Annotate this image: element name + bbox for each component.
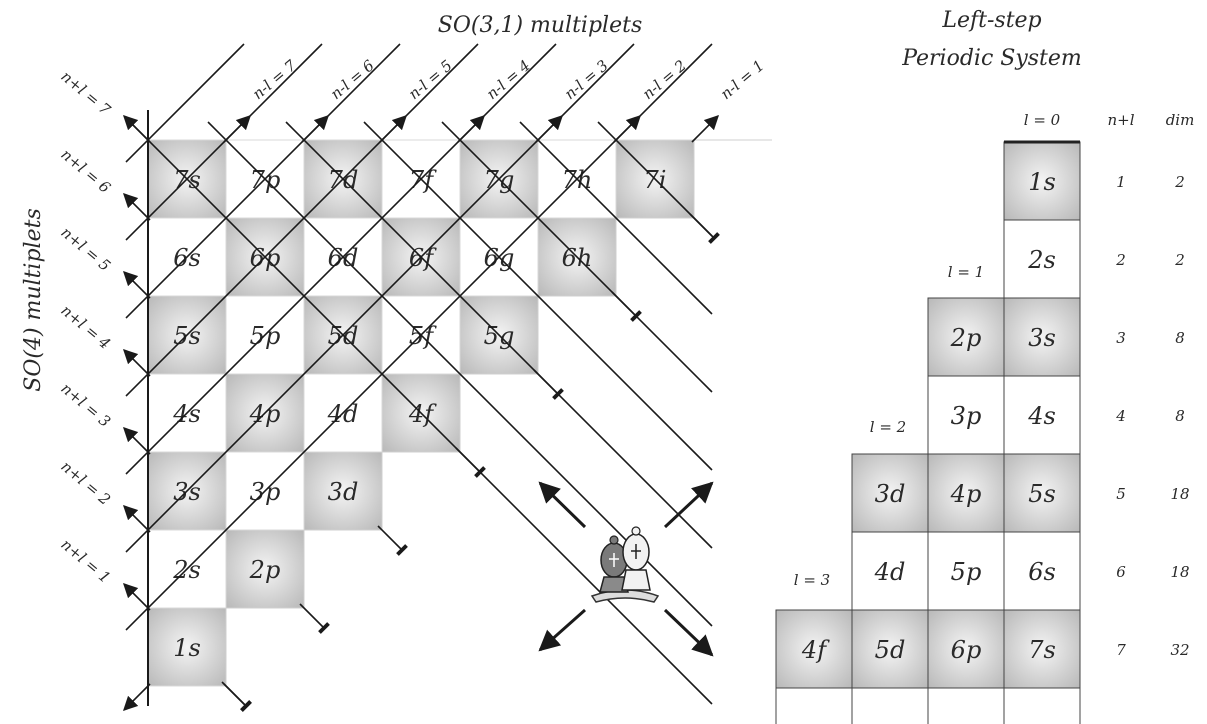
so4-grid: 7s7p7d7f7g7h7i6s6p6d6f6g6h5s5p5d5f5g4s4p…: [147, 139, 772, 687]
grid-cell-label: 2p: [249, 556, 281, 584]
table-cell: [927, 609, 1005, 689]
header-nl: n+l: [1107, 111, 1134, 129]
nplusl-label: n+l = 5: [57, 223, 114, 275]
nminusl-arrow: [457, 114, 486, 143]
nl-value: 6: [1116, 563, 1126, 581]
nminusl-arrow: [223, 114, 252, 143]
dim-value: 8: [1175, 407, 1185, 425]
table-cell-label: 4s: [1027, 402, 1056, 430]
l-label: l = 1: [948, 263, 984, 281]
grid-diagonals: [122, 43, 720, 712]
nl-value: 1: [1116, 173, 1126, 191]
dim-value: 8: [1175, 329, 1185, 347]
table-cell: [1003, 531, 1081, 611]
nminusl-label: n-l = 7: [249, 56, 300, 103]
header-dim: dim: [1166, 111, 1195, 129]
nminusl-label: n-l = 1: [717, 56, 768, 103]
table-cell: [1003, 219, 1081, 299]
table-cell-label: 3p: [951, 402, 982, 430]
dim-value: 18: [1170, 563, 1189, 581]
nminusl-label: n-l = 3: [561, 56, 612, 103]
nminusl-arrow: [613, 114, 642, 143]
table-cell-label: 2p: [950, 324, 982, 352]
nplusl-label: n+l = 2: [57, 457, 114, 509]
so4-title: SO(4) multiplets: [21, 208, 46, 391]
table-cell-label: 4f: [801, 636, 830, 664]
dim-value: 2: [1174, 251, 1185, 269]
nplusl-arrow: [122, 114, 151, 143]
bishop-chess-pieces-icon: [538, 481, 714, 657]
nplusl-label: n+l = 3: [57, 379, 114, 431]
table-cell: [851, 531, 929, 611]
table-cell: [851, 609, 929, 689]
nminusl-label: n-l = 6: [327, 56, 378, 103]
nplusl-arrow: [122, 426, 151, 455]
table-cell-label: 4p: [950, 480, 982, 508]
table-cell-label: 6p: [951, 636, 982, 664]
nplusl-label: n+l = 6: [57, 145, 114, 197]
table-cell-label: 5s: [1028, 480, 1056, 508]
table-cell: [851, 453, 929, 533]
dim-value: 2: [1174, 173, 1185, 191]
table-cell-label: 3s: [1028, 324, 1056, 352]
table-cell-label: 7s: [1028, 636, 1056, 664]
nl-value: 3: [1116, 329, 1126, 347]
table-cell-label: 6s: [1028, 558, 1056, 586]
nminusl-arrow: [691, 114, 720, 143]
table-cell: [1003, 609, 1081, 689]
nl-value: 4: [1115, 407, 1126, 425]
so31-title: SO(3,1) multiplets: [438, 13, 642, 38]
left-step-table: 1s 1 2 2s 2 2 2p 3s 3 8 3p 4s 4 8 3d 4p 5s 5 18 4d 5p 6s 6 18 4f…: [775, 111, 1195, 724]
nminusl-label: n-l = 2: [639, 56, 690, 103]
nplusl-arrow: [122, 270, 151, 299]
nminusl-label: n-l = 4: [483, 56, 534, 103]
nplusl-arrow: [122, 192, 151, 221]
nplusl-label: n+l = 1: [57, 535, 114, 587]
table-cell-label: 1s: [1028, 168, 1056, 196]
l-label: l = 0: [1024, 111, 1061, 129]
table-cell-label: 5d: [875, 636, 906, 664]
table-cell: [927, 531, 1005, 611]
nplusl-label: n+l = 7: [57, 67, 114, 119]
grid-cell: [303, 451, 383, 531]
l-label: l = 2: [870, 418, 906, 436]
table-cell: [1003, 297, 1081, 377]
periodic-title-line1: Left-step: [941, 8, 1041, 33]
nplusl-label: n+l = 4: [57, 301, 114, 353]
table-cell: [927, 297, 1005, 377]
dim-value: 18: [1170, 485, 1189, 503]
grid-cell: [147, 607, 227, 687]
periodic-title-line2: Periodic System: [901, 46, 1082, 71]
table-cell-label: 4d: [874, 558, 906, 586]
nl-value: 7: [1116, 641, 1126, 659]
nl-value: 2: [1115, 251, 1126, 269]
table-cell-label: 5p: [951, 558, 982, 586]
nminusl-arrow: [379, 114, 408, 143]
nminusl-label: n-l = 5: [405, 56, 456, 103]
grid-cell-label: 3d: [328, 478, 359, 506]
table-cell: [1003, 453, 1081, 533]
table-cell: [775, 609, 853, 689]
l-label: l = 3: [794, 571, 830, 589]
table-cell-label: 2s: [1027, 246, 1056, 274]
nplusl-arrow: [122, 504, 151, 533]
table-cell-label: 3d: [875, 480, 906, 508]
table-cell: [1003, 141, 1081, 221]
nl-value: 5: [1116, 485, 1126, 503]
table-cell: [1003, 375, 1081, 455]
nplusl-arrow: [122, 582, 151, 611]
nminusl-arrow: [301, 114, 330, 143]
grid-cell-label: 1s: [173, 634, 201, 662]
nminusl-arrow: [535, 114, 564, 143]
nplusl-arrow: [122, 348, 151, 377]
dim-value: 32: [1170, 641, 1189, 659]
